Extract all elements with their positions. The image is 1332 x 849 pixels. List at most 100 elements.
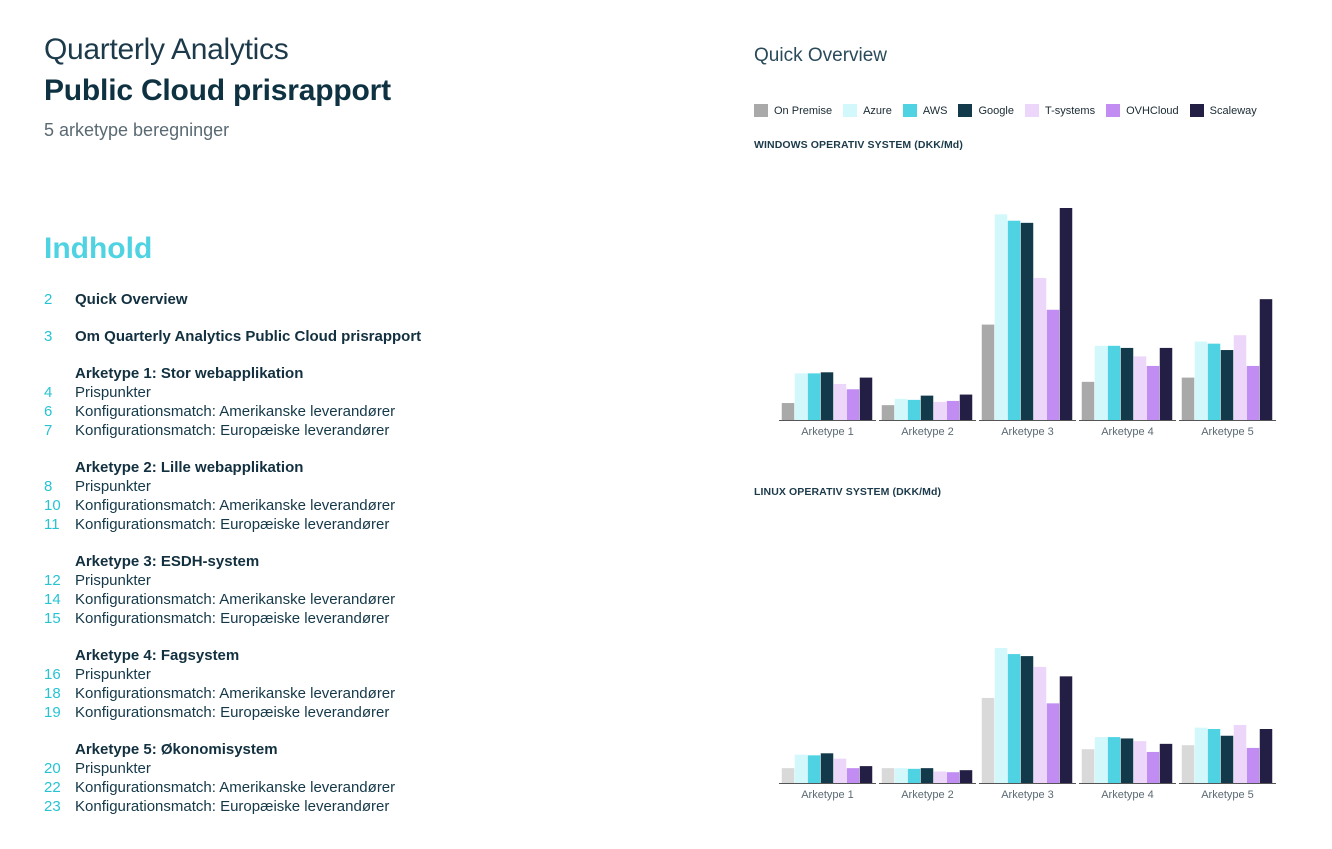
toc-entry[interactable]: 23 Konfigurationsmatch: Europæiske levera… [44,797,684,816]
toc-entry-label: Quick Overview [75,291,188,308]
toc-entry-label: Konfigurationsmatch: Amerikanske leveran… [75,779,396,796]
bar-aws [807,755,821,783]
toc-entry-label: Prispunkter [75,478,151,495]
bar-ovhcloud [946,772,960,783]
legend-item: AWS [902,104,948,117]
legend-swatch [958,104,973,117]
legend-label: Azure [863,104,892,117]
toc-entry-label: Arketype 5: Økonomisystem [75,741,278,758]
legend-swatch [843,104,858,117]
toc-section-entry[interactable]: 3 Om Quarterly Analytics Public Cloud pri… [44,327,684,346]
legend-label: OVHCloud [1126,104,1179,117]
toc-entry-label: Arketype 3: ESDH-system [75,553,260,570]
toc-entry[interactable]: 16 Prispunkter [44,665,684,684]
toc-entry-label: Prispunkter [75,666,151,683]
toc-section-entry[interactable]: Arketype 1: Stor webapplikation [44,364,684,383]
toc-entry[interactable]: 6 Konfigurationsmatch: Amerikanske levera… [44,402,684,421]
toc-section-entry[interactable]: Arketype 2: Lille webapplikation [44,458,684,477]
bar-google [920,768,934,783]
bar-t-systems [933,401,947,420]
legend-item: Google [958,104,1014,117]
legend-item: OVHCloud [1106,104,1179,117]
toc-entry[interactable]: 15 Konfigurationsmatch: Europæiske levera… [44,609,684,628]
bar-t-systems [1033,277,1047,420]
bar-azure [894,398,908,420]
toc-entry[interactable]: 12 Prispunkter [44,571,684,590]
toc-entry[interactable]: 19 Konfigurationsmatch: Europæiske levera… [44,703,684,722]
bar-on-premise [781,768,795,783]
bar-aws [1107,737,1121,783]
toc-entry-label: Konfigurationsmatch: Amerikanske leveran… [75,403,396,420]
bar-google [1220,350,1234,420]
bar-scaleway [1259,729,1273,783]
windows-bar-chart: Arketype 1 Arketype 2 Arketype 3 Arketype 4… [779,208,1276,438]
legend-swatch [902,104,917,117]
legend-swatch [1024,104,1039,117]
linux-chart-title: LINUX OPERATIV SYSTEM (DKK/Md) [754,486,942,498]
bar-scaleway [859,766,873,783]
toc-page-number: 23 [44,798,61,815]
toc-entry[interactable]: 10 Konfigurationsmatch: Amerikanske lever… [44,496,684,515]
legend-label: On Premise [774,104,833,117]
toc-entry[interactable]: 14 Konfigurationsmatch: Amerikanske lever… [44,590,684,609]
bar-on-premise [881,405,895,420]
toc-section-entry[interactable]: Arketype 4: Fagsystem [44,646,684,665]
x-tick-label: Arketype 4 [1101,426,1154,438]
toc-page-number: 20 [44,760,61,777]
toc-section-entry[interactable]: 2 Quick Overview [44,290,684,309]
table-of-contents: 2 Quick Overview 3 Om Quarterly Analytics P… [44,290,684,816]
x-tick-label: Arketype 3 [1001,426,1054,438]
bar-on-premise [1181,745,1195,783]
x-tick-label: Arketype 5 [1201,426,1254,438]
bar-aws [1007,654,1021,783]
legend-item: Scaleway [1189,104,1257,117]
bar-t-systems [833,758,847,783]
toc-page-number: 3 [44,328,53,345]
toc-entry[interactable]: 4 Prispunkter [44,383,684,402]
toc-entry-label: Konfigurationsmatch: Europæiske leverand… [75,798,390,815]
bar-ovhcloud [1146,751,1160,783]
toc-entry[interactable]: 18 Konfigurationsmatch: Amerikanske lever… [44,684,684,703]
windows-chart-title: WINDOWS OPERATIV SYSTEM (DKK/Md) [754,139,963,151]
bar-on-premise [1181,377,1195,420]
bar-azure [994,214,1008,420]
legend-label: T-systems [1044,104,1096,117]
legend-label: Scaleway [1209,104,1257,117]
toc-entry-label: Arketype 1: Stor webapplikation [75,365,304,382]
toc-entry-label: Arketype 4: Fagsystem [75,647,240,664]
toc-entry[interactable]: 22 Konfigurationsmatch: Amerikanske lever… [44,778,684,797]
x-tick-label: Arketype 2 [901,789,954,801]
bar-scaleway [959,770,973,783]
bar-google [1020,222,1034,420]
bar-google [1120,738,1134,783]
bar-ovhcloud [1246,365,1260,420]
bar-google [1220,735,1234,783]
toc-entry[interactable]: 11 Konfigurationsmatch: Europæiske levera… [44,515,684,534]
bar-scaleway [1259,299,1273,420]
bar-ovhcloud [1246,747,1260,783]
toc-entry-label: Konfigurationsmatch: Europæiske leverand… [75,422,390,439]
chart-legend: On Premise Azure AWS Google T-systems OVHClou… [754,104,1268,117]
toc-entry-label: Arketype 2: Lille webapplikation [75,459,304,476]
bar-aws [1207,343,1221,420]
toc-entry[interactable]: 7 Konfigurationsmatch: Europæiske leveran… [44,421,684,440]
toc-page-number: 18 [44,685,61,702]
toc-section-entry[interactable]: Arketype 5: Økonomisystem [44,740,684,759]
bar-ovhcloud [1046,309,1060,420]
toc-entry[interactable]: 20 Prispunkter [44,759,684,778]
bar-ovhcloud [846,389,860,420]
bar-ovhcloud [1046,703,1060,783]
legend-label: AWS [922,104,948,117]
toc-entry[interactable]: 8 Prispunkter [44,477,684,496]
bar-ovhcloud [946,400,960,420]
bar-google [1020,656,1034,783]
bar-scaleway [1059,676,1073,783]
toc-section-entry[interactable]: Arketype 3: ESDH-system [44,552,684,571]
bar-scaleway [1159,347,1173,420]
x-tick-label: Arketype 1 [801,426,854,438]
bar-aws [907,399,921,420]
toc-page-number: 7 [44,422,53,439]
x-tick-label: Arketype 5 [1201,789,1254,801]
bar-t-systems [1133,356,1147,420]
legend-item: T-systems [1024,104,1096,117]
